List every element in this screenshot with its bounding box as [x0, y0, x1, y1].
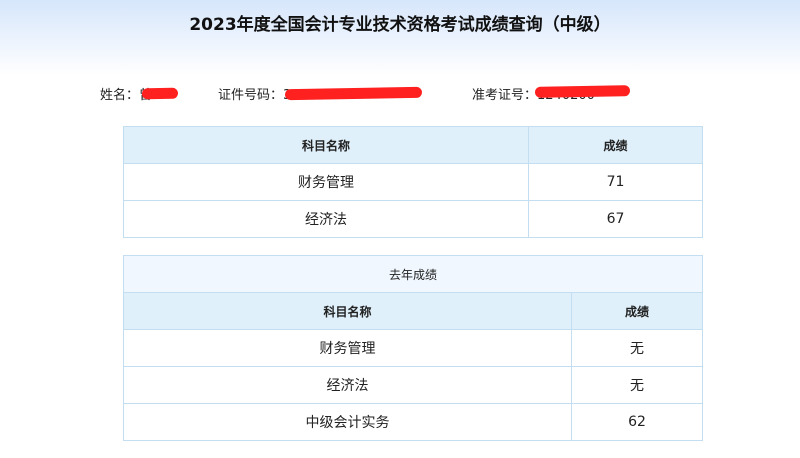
- subject: 经济法: [123, 366, 572, 404]
- page-title: 2023年度全国会计专业技术资格考试成绩查询（中级）: [189, 15, 611, 35]
- table-row: 经济法无: [123, 366, 703, 404]
- score: 62: [571, 403, 703, 441]
- score: 71: [528, 163, 703, 201]
- current-scores-table: 科目名称 成绩 财务管理 71 经济法 67: [123, 126, 703, 238]
- col-score: 成绩: [571, 292, 703, 330]
- table-row: 财务管理无: [123, 329, 703, 367]
- score: 67: [528, 200, 703, 238]
- subject: 财务管理: [123, 163, 529, 201]
- table-row: 中级会计实务 62: [123, 403, 703, 441]
- id-label: 证件号码：: [218, 88, 284, 103]
- header-background: [0, 0, 800, 75]
- subject: 中级会计实务: [123, 403, 572, 441]
- name-label: 姓名：: [100, 88, 140, 103]
- subject: 经济法: [123, 200, 529, 238]
- redaction-mark: [284, 86, 423, 101]
- table-row: 经济法 67: [123, 200, 703, 238]
- table-header: 科目名称 成绩: [123, 126, 703, 164]
- table-header: 科目名称 成绩: [123, 292, 703, 330]
- redaction-mark: [534, 85, 631, 98]
- subject: 财务管理: [123, 329, 572, 367]
- col-subject: 科目名称: [123, 126, 529, 164]
- table-row: 财务管理 71: [123, 163, 703, 201]
- last-year-table: 去年成绩 科目名称 成绩 财务管理无 经济法无 中级会计实务 62: [123, 255, 703, 441]
- score: 无: [571, 366, 703, 404]
- table-caption: 去年成绩: [123, 255, 703, 293]
- redaction-mark: [141, 87, 179, 100]
- score: 无: [571, 329, 703, 367]
- exam-label: 准考证号：: [472, 88, 538, 103]
- col-score: 成绩: [528, 126, 703, 164]
- col-subject: 科目名称: [123, 292, 572, 330]
